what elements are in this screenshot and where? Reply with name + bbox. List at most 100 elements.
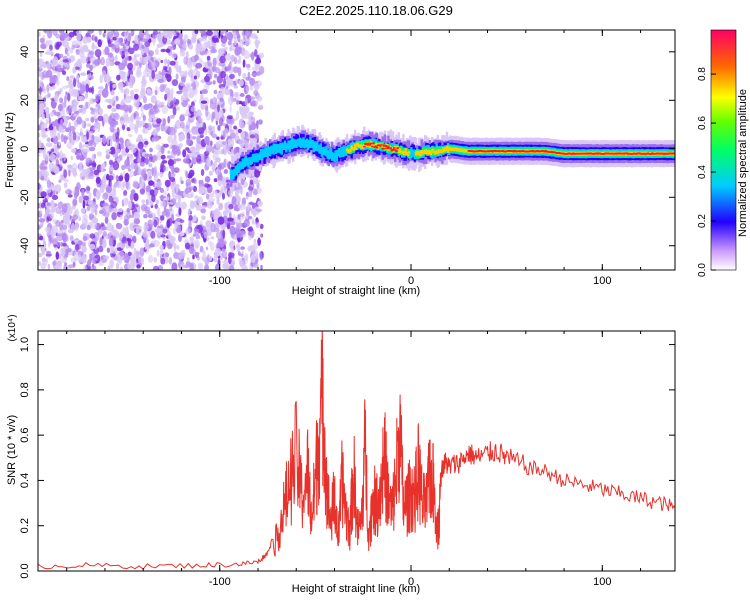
noise-speckle [186,138,191,146]
noise-speckle [149,60,153,65]
noise-speckle [180,201,187,210]
noise-speckle [119,106,123,110]
noise-speckle [175,73,179,80]
noise-speckle [164,87,171,94]
noise-speckle [121,50,125,55]
noise-speckle [107,104,112,109]
noise-speckle [192,81,196,91]
noise-speckle [78,254,82,264]
noise-speckle [118,62,126,71]
noise-speckle [246,204,252,210]
noise-speckle [114,30,118,33]
noise-speckle [57,91,62,95]
noise-speckle [258,119,263,125]
ridge-cell [415,150,419,155]
noise-speckle [67,206,73,215]
noise-speckle [145,185,151,193]
noise-speckle [132,62,136,72]
noise-speckle [100,255,104,260]
noise-speckle [70,155,74,161]
noise-speckle [155,48,159,56]
noise-speckle [179,49,186,57]
noise-speckle [86,206,91,212]
noise-speckle [92,257,98,262]
noise-speckle [223,169,229,174]
noise-speckle [74,222,79,232]
noise-speckle [147,213,153,219]
noise-speckle [174,220,179,230]
ridge-cell [371,145,374,148]
noise-speckle [136,65,141,76]
noise-speckle [234,117,238,121]
noise-speckle [38,252,43,258]
noise-speckle [78,195,83,204]
noise-speckle [202,249,206,256]
noise-speckle [101,177,107,185]
noise-speckle [145,209,151,215]
noise-speckle [215,141,219,149]
noise-speckle [206,157,211,167]
noise-speckle [108,135,113,140]
noise-speckle [233,216,240,223]
noise-speckle [195,234,201,240]
noise-speckle [108,159,114,166]
noise-speckle [246,85,249,94]
noise-speckle [186,122,191,127]
noise-speckle [38,224,43,228]
noise-speckle [178,135,183,142]
y-tick-label: -40 [19,238,31,254]
noise-speckle [137,134,143,139]
noise-speckle [169,176,176,182]
noise-speckle [229,32,233,42]
noise-speckle [236,110,240,120]
noise-speckle [248,124,253,132]
noise-speckle [38,170,46,177]
noise-speckle [209,193,215,198]
noise-speckle [141,199,145,204]
noise-speckle [151,194,156,203]
noise-speckle [142,128,149,134]
noise-speckle [142,114,146,122]
noise-speckle [87,123,91,127]
noise-speckle [139,56,143,63]
noise-speckle [138,120,146,127]
noise-speckle [227,63,230,70]
noise-speckle [221,249,227,259]
noise-speckle [166,155,173,160]
ridge-cell [352,147,356,151]
noise-speckle [167,135,173,144]
ridge-cell [306,139,310,151]
noise-speckle [63,169,68,179]
noise-speckle [236,92,240,101]
noise-speckle [230,81,236,87]
noise-speckle [69,82,74,90]
noise-speckle [51,225,59,234]
noise-speckle [80,46,85,54]
noise-speckle [89,201,97,208]
noise-speckle [176,167,180,172]
noise-speckle [217,216,225,225]
noise-speckle [46,250,51,255]
ridge-cell [355,147,358,150]
noise-speckle [97,228,103,234]
noise-speckle [144,157,149,165]
noise-speckle [254,134,260,140]
noise-speckle [176,244,180,250]
noise-speckle [159,188,164,193]
noise-speckle [87,259,91,267]
noise-speckle [230,43,235,51]
colorbar-tick-label: 0.4 [697,165,708,179]
noise-speckle [240,131,244,138]
noise-speckle [140,104,144,113]
noise-speckle [248,114,252,123]
noise-speckle [248,189,253,198]
noise-speckle [187,256,190,263]
ridge-cell [466,149,469,153]
noise-speckle [102,135,107,145]
noise-speckle [153,219,158,228]
noise-speckle [156,228,163,236]
noise-speckle [168,66,172,75]
noise-speckle [189,200,195,210]
noise-speckle [97,115,104,122]
